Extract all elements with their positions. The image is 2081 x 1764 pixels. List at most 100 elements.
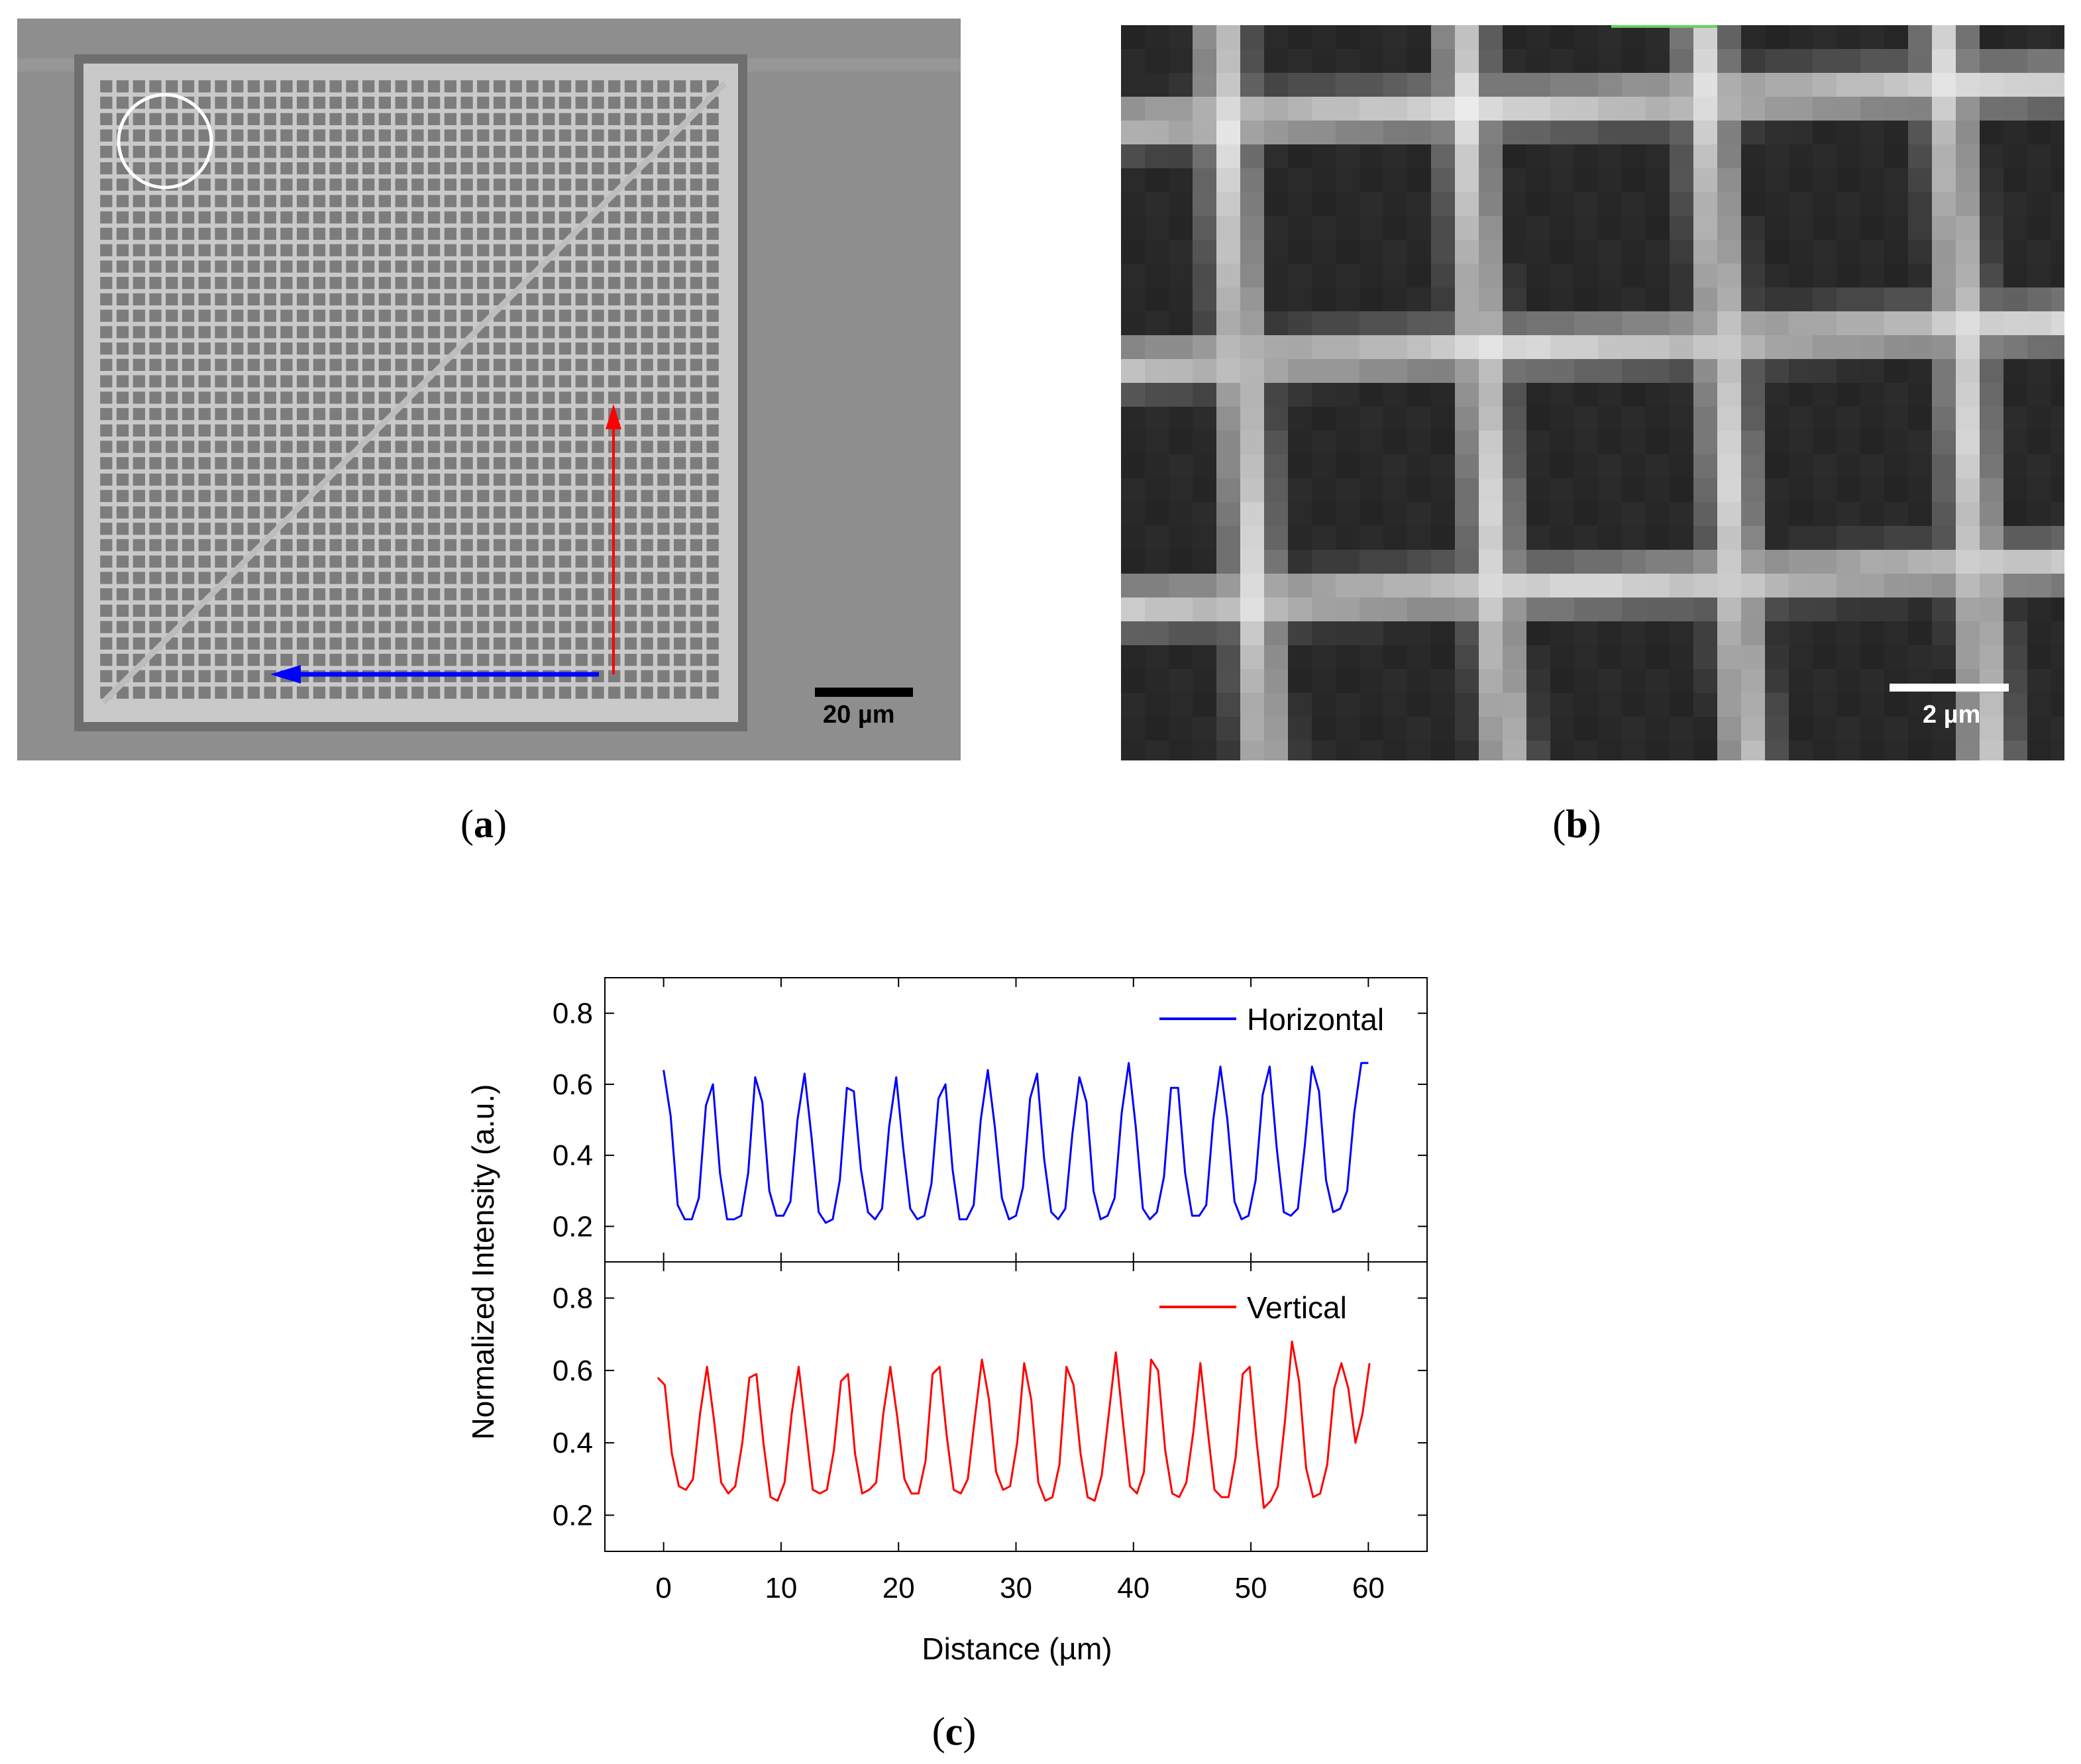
pixel (1908, 240, 1932, 264)
pixel (1932, 240, 1956, 264)
lattice-hole (297, 211, 309, 224)
lattice-hole (690, 293, 702, 306)
pixel (1765, 168, 1789, 192)
pixel (2051, 192, 2064, 216)
pixel (1646, 73, 1670, 97)
lattice-hole (575, 375, 588, 388)
lattice-hole (395, 555, 407, 568)
pixel (1765, 144, 1789, 168)
pixel (1932, 25, 1956, 49)
lattice-hole (706, 604, 719, 617)
lattice-hole (395, 309, 407, 322)
lattice-hole (133, 293, 145, 306)
pixel (1407, 168, 1431, 192)
lattice-hole (215, 490, 227, 502)
lattice-hole (690, 277, 702, 289)
lattice-hole (362, 637, 375, 650)
lattice-hole (247, 441, 260, 453)
lattice-hole (329, 211, 342, 224)
lattice-hole (215, 391, 227, 404)
pixel (1479, 97, 1503, 121)
lattice-hole (559, 277, 572, 289)
lattice-hole (592, 342, 604, 355)
pixel (1288, 49, 1312, 73)
pixel (1670, 192, 1693, 216)
pixel (1169, 264, 1193, 287)
lattice-hole (509, 162, 522, 175)
lattice-hole (166, 473, 178, 486)
lattice-hole (477, 293, 490, 306)
lattice-hole (231, 342, 244, 355)
pixel (1646, 49, 1670, 73)
lattice-hole (706, 326, 719, 338)
lattice-hole (149, 309, 162, 322)
pixel (1312, 168, 1336, 192)
lattice-hole (690, 441, 702, 453)
lattice-hole (378, 260, 391, 273)
lattice-hole (395, 260, 407, 273)
lattice-hole (411, 96, 424, 109)
pixel (1598, 216, 1622, 240)
lattice-hole (641, 178, 653, 191)
lattice-hole (215, 113, 227, 125)
lattice-hole (313, 309, 326, 322)
lattice-hole (346, 178, 358, 191)
lattice-hole (706, 178, 719, 191)
lattice-hole (657, 473, 670, 486)
lattice-hole (674, 670, 686, 682)
lattice-hole (575, 473, 588, 486)
lattice-hole (575, 293, 588, 306)
pixel (1550, 25, 1574, 49)
lattice-hole (592, 637, 604, 650)
lattice-hole (231, 457, 244, 470)
lattice-hole (346, 146, 358, 158)
pixel (1670, 49, 1693, 73)
lattice-hole (411, 588, 424, 601)
lattice-hole (378, 572, 391, 584)
pixel (1622, 264, 1646, 287)
lattice-hole (280, 162, 293, 175)
lattice-hole (313, 96, 326, 109)
lattice-hole (100, 227, 113, 240)
pixel (1216, 97, 1240, 121)
pixel (1216, 121, 1240, 144)
lattice-hole (657, 96, 670, 109)
lattice-hole (133, 686, 145, 699)
lattice-hole (346, 654, 358, 666)
lattice-hole (329, 604, 342, 617)
lattice-hole (231, 195, 244, 207)
pixel (1741, 73, 1765, 97)
lattice-hole (100, 113, 113, 125)
lattice-hole (543, 277, 555, 289)
lattice-hole (395, 113, 407, 125)
lattice-hole (444, 391, 456, 404)
pixel (1288, 168, 1312, 192)
pixel (1145, 97, 1169, 121)
pixel (1860, 240, 1884, 264)
pixel (1574, 144, 1598, 168)
lattice-hole (559, 572, 572, 584)
lattice-hole (460, 309, 473, 322)
pixel (1717, 49, 1741, 73)
lattice-hole (362, 178, 375, 191)
lattice-hole (346, 162, 358, 175)
lattice-hole (674, 293, 686, 306)
pixel (2027, 25, 2051, 49)
lattice-hole (624, 572, 637, 584)
pixel (1837, 49, 1860, 73)
lattice-hole (427, 293, 441, 306)
lattice-hole (509, 113, 522, 125)
lattice-hole (460, 424, 473, 437)
pixel (1526, 264, 1550, 287)
lattice-hole (411, 441, 424, 453)
lattice-hole (477, 80, 490, 93)
lattice-hole (149, 588, 162, 601)
lattice-hole (100, 178, 113, 191)
lattice-hole (133, 129, 145, 142)
pixel (1288, 121, 1312, 144)
lattice-hole (592, 391, 604, 404)
pixel (2051, 144, 2064, 168)
lattice-hole (559, 146, 572, 158)
pixel (1383, 97, 1407, 121)
lattice-hole (641, 670, 653, 682)
